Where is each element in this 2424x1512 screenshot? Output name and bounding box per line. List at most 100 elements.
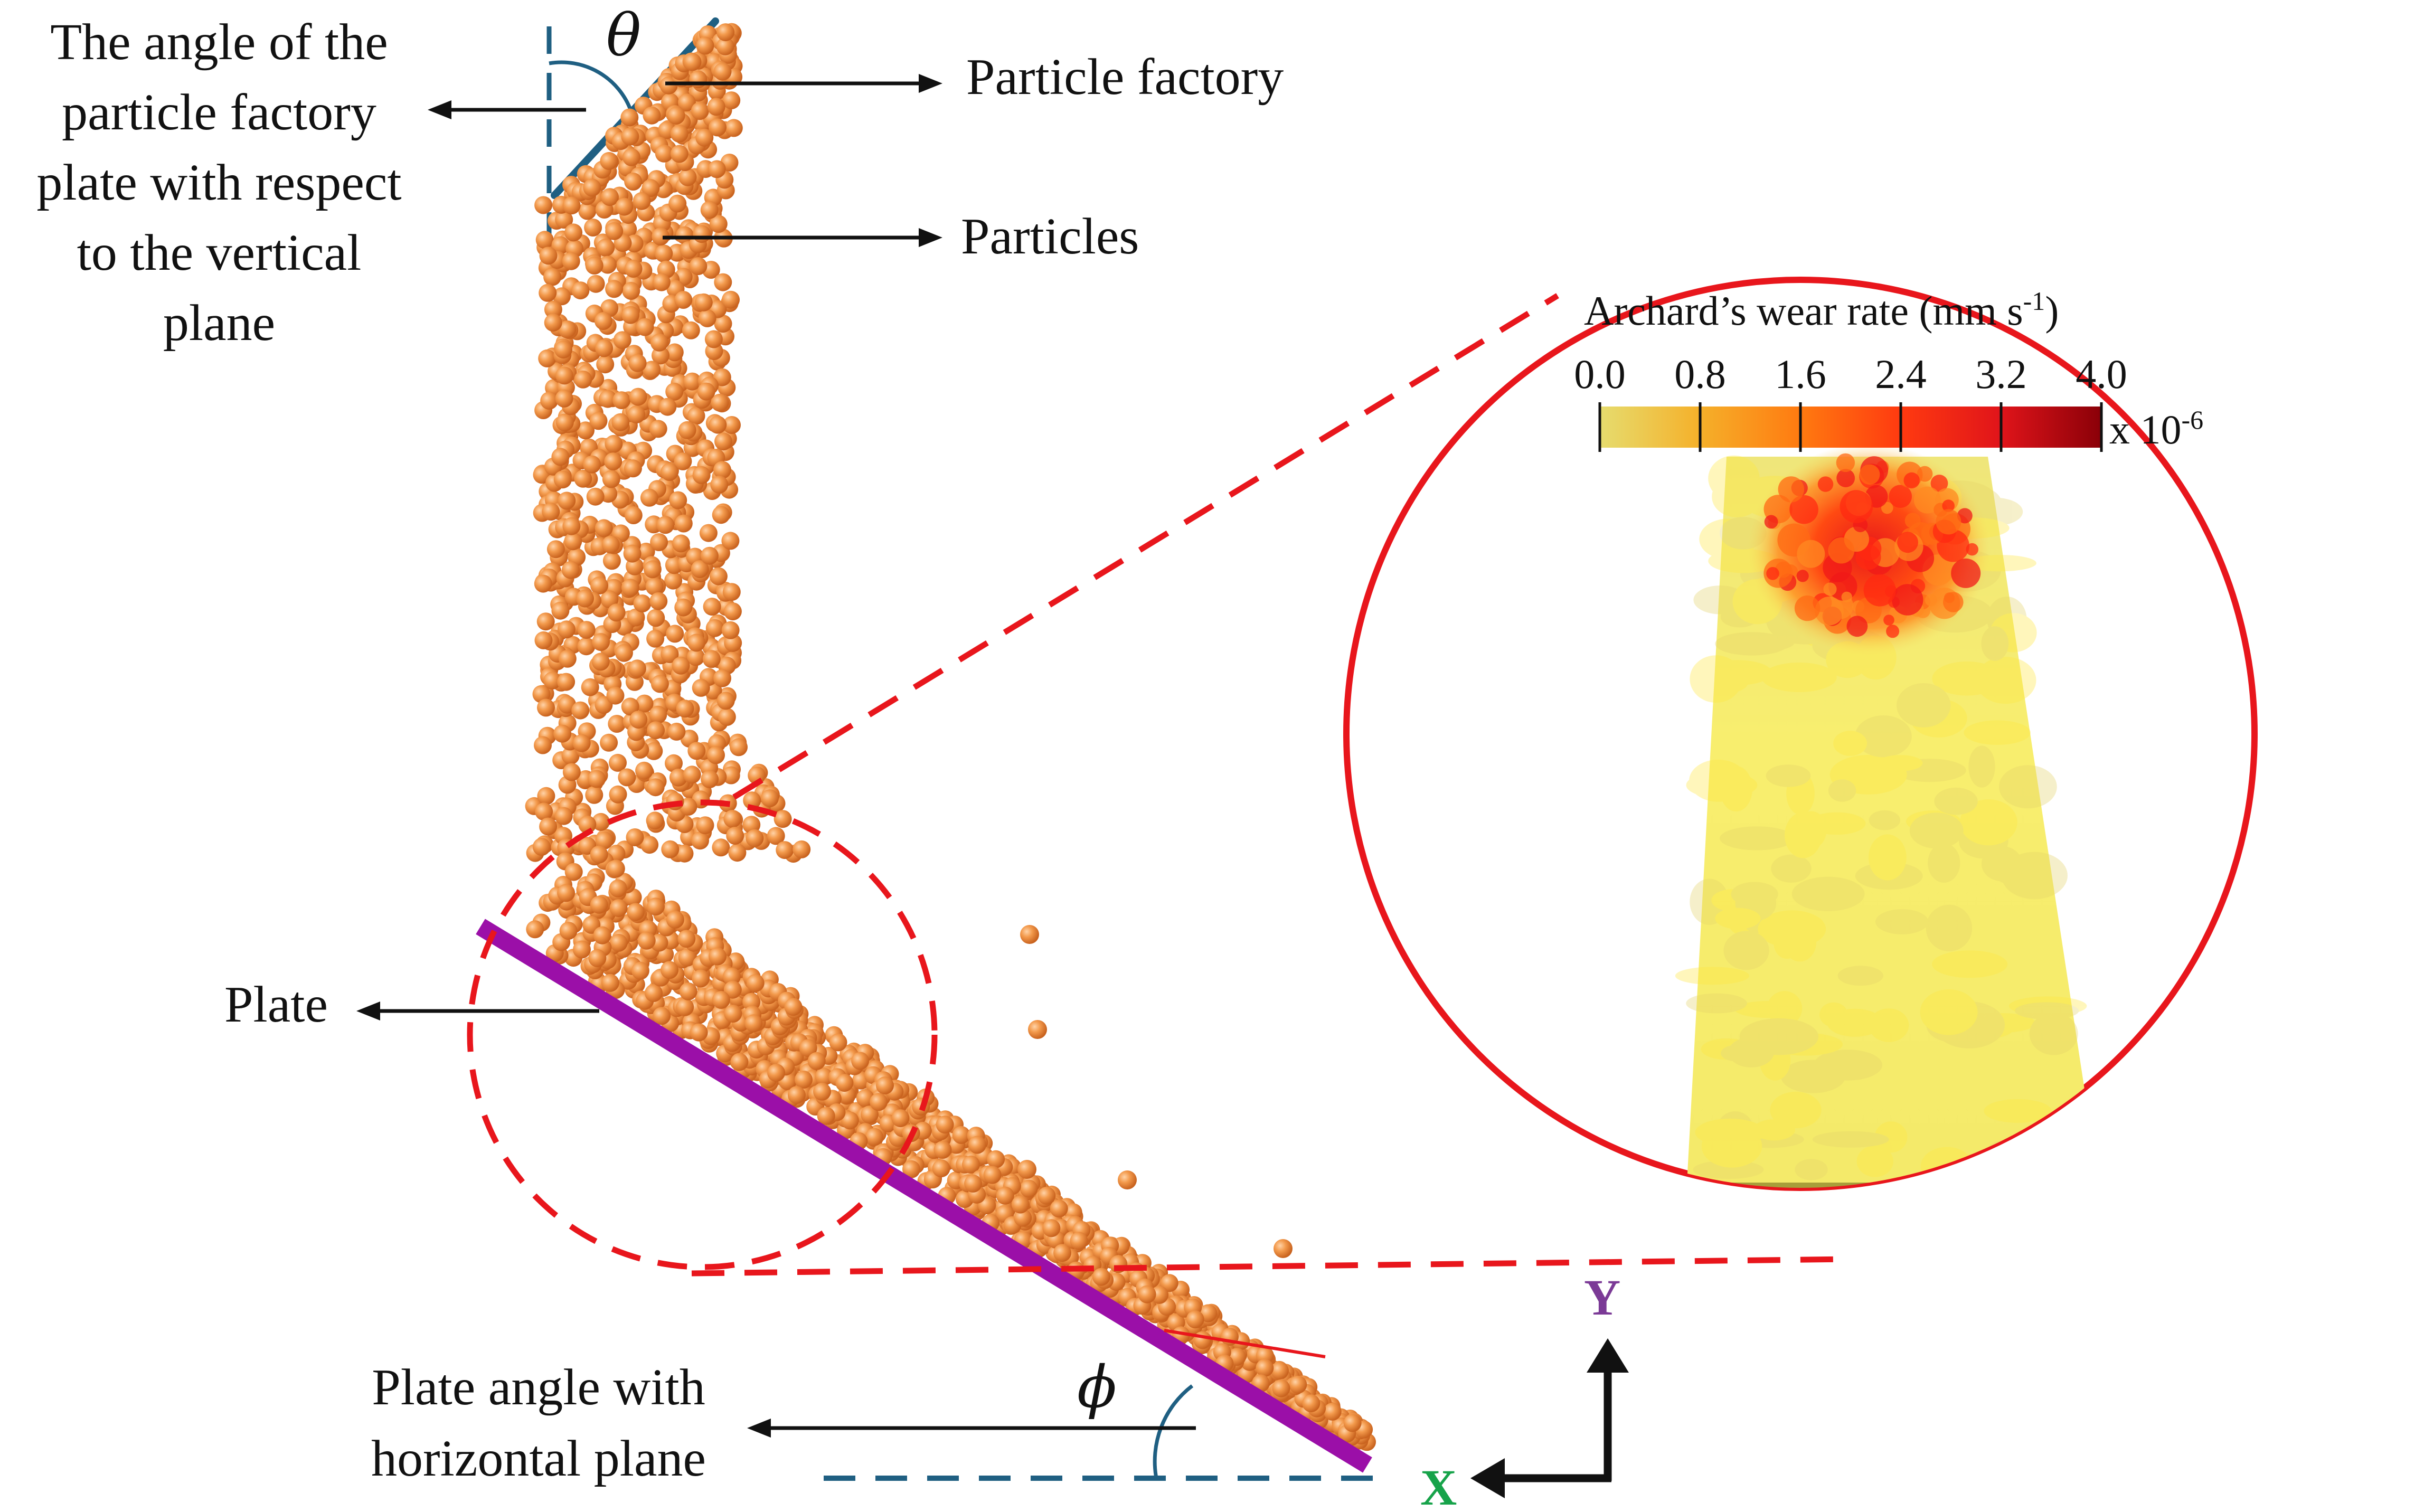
texture-spot [1791, 876, 1865, 911]
particle [707, 98, 725, 116]
texture-spot [1812, 1131, 1889, 1148]
particle [636, 318, 654, 336]
particle [693, 225, 711, 243]
particle [534, 631, 553, 649]
particle [589, 412, 608, 430]
particle [544, 314, 562, 332]
particle [535, 231, 554, 249]
texture-spot [1874, 1121, 1908, 1153]
particle [581, 678, 599, 696]
texture-spot [1690, 655, 1742, 703]
particle [622, 148, 640, 166]
particle [602, 552, 621, 570]
texture-spot [1808, 812, 1866, 835]
particle [558, 649, 577, 668]
particle [604, 452, 622, 470]
particle [595, 339, 614, 357]
hotspot-spot [1766, 567, 1779, 580]
arrowhead-left [356, 1001, 380, 1020]
particle [690, 1023, 708, 1042]
particle [577, 421, 595, 440]
particle [646, 811, 664, 830]
particle [624, 173, 643, 191]
texture-spot [1959, 824, 2008, 859]
particle [668, 194, 687, 213]
particle [640, 836, 659, 854]
particle [1274, 1239, 1293, 1258]
particle [746, 974, 765, 993]
particle [716, 692, 735, 710]
texture-spot [1735, 1001, 1800, 1018]
particle [687, 634, 705, 652]
particle [723, 980, 742, 999]
wear-indicator-line [1164, 1329, 1326, 1358]
particle [605, 222, 624, 240]
particle [542, 503, 560, 521]
coordinate-axes: Y X [1420, 1269, 1629, 1512]
texture-spot [1785, 812, 1822, 858]
particle [667, 722, 686, 741]
particle [661, 961, 679, 979]
particle [1193, 1331, 1212, 1349]
texture-spot [1981, 626, 2009, 661]
particle [558, 320, 577, 338]
particle [829, 1033, 847, 1052]
colorbar-tick-label: 3.2 [1975, 351, 2027, 397]
particle [723, 416, 741, 434]
particle [543, 672, 562, 690]
particle [696, 816, 714, 835]
texture-spot [1932, 950, 2008, 978]
particle [687, 407, 705, 425]
particle [726, 827, 744, 845]
texture-spot [1703, 660, 1772, 686]
particle [650, 675, 669, 693]
particle [562, 763, 581, 781]
texture-spot [1712, 476, 1762, 517]
particle [609, 753, 627, 772]
particle [562, 517, 581, 535]
particle [537, 787, 555, 805]
particle [600, 152, 618, 170]
texture-spot [1984, 1099, 2052, 1123]
particle [598, 256, 617, 274]
particle [622, 282, 640, 300]
plate-bar [476, 919, 1372, 1473]
particle [564, 223, 583, 242]
particle [544, 300, 562, 319]
hotspot-spot [1817, 476, 1834, 492]
particle-cloud [525, 23, 1376, 1451]
particle [697, 382, 715, 401]
hotspot-spot [1836, 453, 1855, 472]
particle [624, 506, 643, 524]
particle [626, 828, 644, 846]
y-axis-label: Y [1584, 1269, 1620, 1326]
texture-spot [1783, 923, 1817, 962]
texture-spot [1813, 1050, 1883, 1081]
particle [968, 1136, 986, 1154]
particle [987, 1150, 1005, 1168]
texture-spot [1767, 1033, 1843, 1056]
particle [694, 293, 713, 311]
particle [702, 650, 721, 668]
hotspot-spot [1925, 594, 1937, 607]
particle [1271, 1362, 1289, 1380]
particle [628, 354, 647, 372]
texture-spot [1926, 904, 1973, 952]
particle [561, 746, 580, 765]
y-axis-arrowhead [1587, 1338, 1629, 1373]
colorbar-title: Archard’s wear rate (mm s-1) [1584, 286, 2059, 334]
hotspot-spot [1841, 591, 1852, 603]
particle [713, 461, 731, 479]
texture-spot [1829, 754, 1907, 795]
hotspot-spot [1840, 490, 1873, 523]
particle [784, 998, 803, 1016]
particle [633, 192, 651, 210]
particle [1028, 1020, 1047, 1039]
particle [718, 708, 736, 726]
texture-spot [1771, 854, 1812, 883]
particle [552, 287, 571, 306]
particle [793, 840, 811, 858]
particle [649, 705, 667, 724]
particle [723, 967, 741, 986]
particle [612, 391, 631, 410]
